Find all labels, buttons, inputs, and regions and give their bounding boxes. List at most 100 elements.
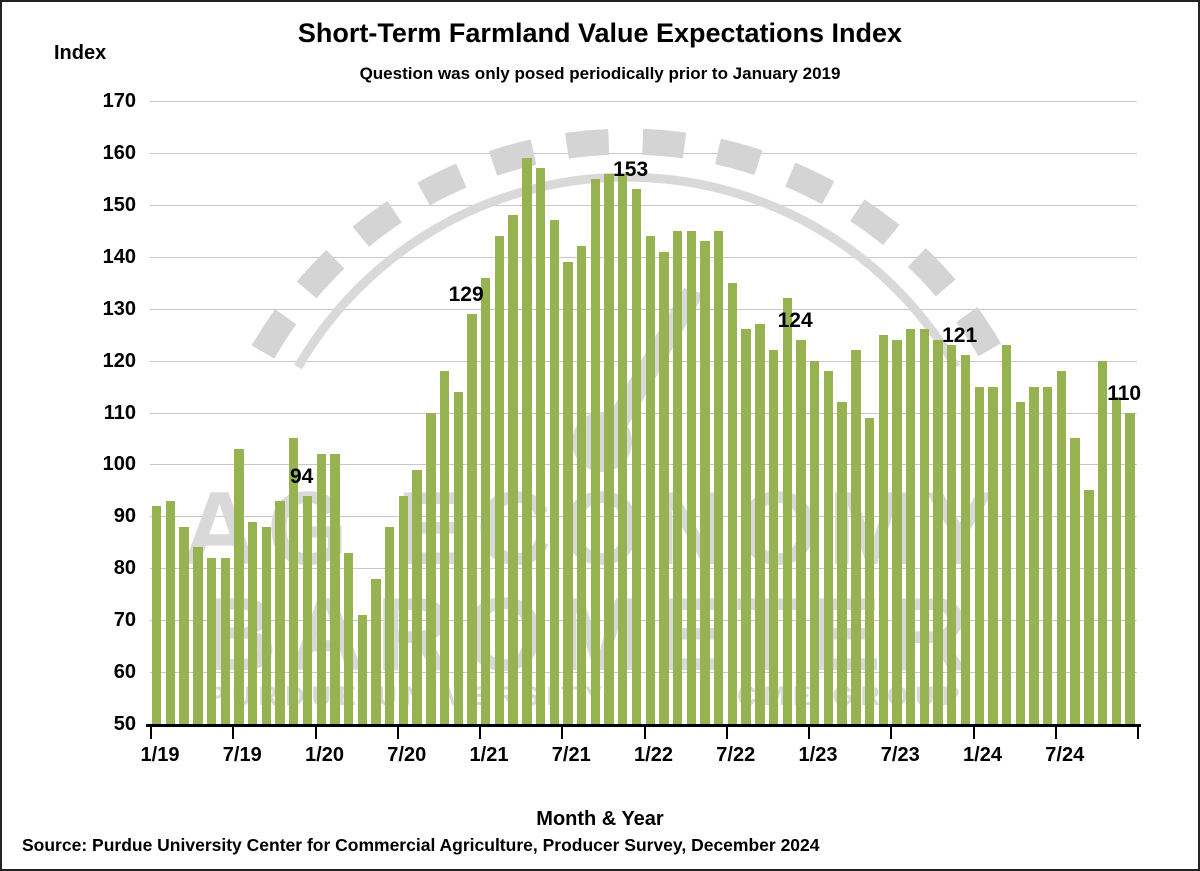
x-tick-label-7/19: 7/19 <box>222 744 262 766</box>
x-tick-7/24 <box>1054 724 1057 739</box>
x-tick-1/24 <box>972 724 975 739</box>
bar-7/24 <box>1056 370 1067 724</box>
value-label-12/19: 94 <box>289 464 314 488</box>
bar-7/23 <box>892 339 902 724</box>
bar-1/19 <box>152 505 162 724</box>
gridline-70 <box>150 620 1137 622</box>
bar-4/23 <box>851 350 861 724</box>
bar-12/20 <box>467 313 477 724</box>
x-tick-label-1/19: 1/19 <box>140 744 180 766</box>
bar-10/19 <box>275 500 285 724</box>
gridline-60 <box>150 672 1137 674</box>
bar-7/20 <box>398 495 409 724</box>
x-tick-1/22 <box>643 724 646 739</box>
y-tick-label-160: 160 <box>102 141 136 164</box>
y-tick-label-90: 90 <box>113 505 136 528</box>
bar-5/20 <box>371 578 381 724</box>
bar-2/20 <box>330 454 340 724</box>
bar-11/20 <box>453 391 463 724</box>
bar-11/24 <box>1111 396 1121 724</box>
bar-11/23 <box>947 345 957 724</box>
y-tick-label-110: 110 <box>103 401 136 424</box>
bar-12/21 <box>631 189 642 724</box>
bar-2/24 <box>988 386 998 724</box>
bar-10/20 <box>439 370 450 724</box>
bar-1/21 <box>481 277 491 724</box>
bar-8/24 <box>1070 438 1080 724</box>
x-tick-7/21 <box>561 724 564 739</box>
x-tick-label-1/21: 1/21 <box>469 744 509 766</box>
y-tick-label-100: 100 <box>102 453 136 476</box>
value-label-12/20: 129 <box>448 282 484 306</box>
x-tick-1/23 <box>808 724 810 739</box>
bar-11/19 <box>289 438 299 724</box>
bar-10/24 <box>1097 360 1108 724</box>
x-tick-label-1/20: 1/20 <box>305 744 344 766</box>
gridline-130 <box>150 308 1137 310</box>
gridline-140 <box>150 256 1137 258</box>
bar-8/21 <box>576 246 587 724</box>
bar-8/23 <box>905 329 916 724</box>
x-tick-label-7/20: 7/20 <box>387 744 427 766</box>
bar-10/22 <box>768 350 779 724</box>
bar-12/23 <box>960 355 971 724</box>
bar-4/22 <box>686 230 697 724</box>
bar-2/23 <box>823 370 834 724</box>
bar-8/22 <box>741 329 751 724</box>
bar-7/19 <box>234 448 244 724</box>
y-tick-label-50: 50 <box>113 713 136 735</box>
bar-7/22 <box>727 282 738 724</box>
x-tick-label-1/22: 1/22 <box>634 744 673 766</box>
bar-10/23 <box>933 339 943 724</box>
bar-9/20 <box>426 412 436 724</box>
bar-3/24 <box>1001 345 1012 724</box>
bar-4/24 <box>1015 402 1026 724</box>
bar-4/20 <box>357 614 368 724</box>
y-tick-label-120: 120 <box>102 349 136 372</box>
bar-6/23 <box>878 334 888 724</box>
x-tick-label-7/21: 7/21 <box>551 744 591 766</box>
value-label-12/24: 110 <box>1107 381 1142 405</box>
x-tick-7/23 <box>890 724 893 739</box>
bar-5/22 <box>700 241 710 724</box>
bar-5/21 <box>535 168 546 724</box>
bar-4/21 <box>522 158 532 724</box>
y-tick-label-150: 150 <box>102 193 136 216</box>
gauge-hub <box>572 412 632 472</box>
x-tick-label-1/23: 1/23 <box>798 744 838 766</box>
value-label-12/22: 124 <box>777 308 813 332</box>
x-tick-1/19 <box>150 724 152 739</box>
bar-1/23 <box>810 360 820 724</box>
bar-12/22 <box>796 339 806 724</box>
bar-5/19 <box>206 557 217 724</box>
x-tick-1/20 <box>314 724 317 739</box>
x-tick-label-7/24: 7/24 <box>1045 744 1085 766</box>
bar-6/24 <box>1043 386 1053 724</box>
bar-3/21 <box>508 215 518 724</box>
bar-5/24 <box>1029 386 1039 724</box>
x-tick-label-7/23: 7/23 <box>880 744 920 766</box>
y-tick-label-80: 80 <box>113 557 136 580</box>
bar-1/22 <box>645 235 655 724</box>
y-tick-label-70: 70 <box>113 609 136 632</box>
bar-9/21 <box>590 178 601 724</box>
bar-8/20 <box>412 469 422 724</box>
bar-6/21 <box>549 220 559 724</box>
bar-3/23 <box>837 402 847 724</box>
bar-3/19 <box>179 526 189 724</box>
x-axis-title: Month & Year <box>536 808 664 830</box>
bar-4/19 <box>193 547 203 724</box>
value-label-12/23: 121 <box>942 324 978 348</box>
y-tick-label-60: 60 <box>113 661 136 684</box>
bar-6/20 <box>385 526 395 724</box>
source-note: Source: Purdue University Center for Com… <box>22 835 820 855</box>
gridline-150 <box>150 204 1137 206</box>
gridline-90 <box>150 516 1137 518</box>
gridline-100 <box>150 464 1137 466</box>
bar-9/23 <box>919 329 930 724</box>
x-tick-7/19 <box>232 724 235 739</box>
bar-2/19 <box>165 500 176 724</box>
bar-6/19 <box>220 557 230 724</box>
bar-12/19 <box>302 495 313 724</box>
